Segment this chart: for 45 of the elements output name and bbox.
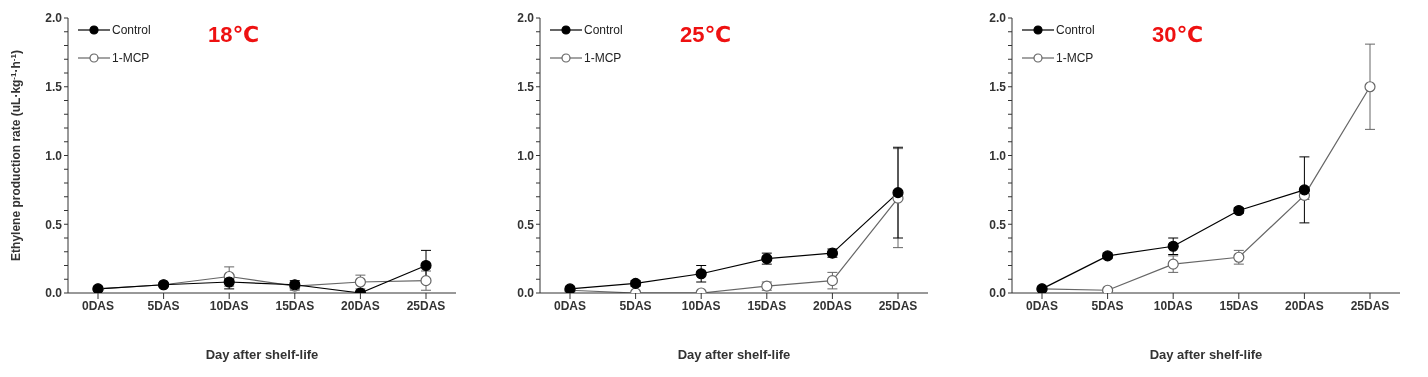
y-tick-label: 0.0: [517, 286, 535, 301]
x-tick-label: 10DAS: [681, 298, 721, 313]
x-tick-label: 20DAS: [341, 298, 380, 313]
x-tick-label: 10DAS: [1153, 298, 1193, 313]
x-tick-label: 5DAS: [147, 298, 180, 313]
y-tick-label: 1.5: [517, 80, 535, 95]
x-tick-label: 0DAS: [1025, 298, 1059, 313]
y-tick-label: 1.5: [989, 80, 1007, 95]
y-tick-label: 0.5: [517, 217, 535, 232]
legend-label: 1-MCP: [584, 51, 622, 65]
x-axis-title: Day after shelf-life: [677, 347, 791, 362]
y-tick-label: 2.0: [517, 11, 535, 26]
x-tick-label: 25DAS: [1350, 298, 1390, 313]
y-tick-label: 0.5: [45, 217, 63, 232]
y-tick-label: 1.5: [45, 80, 63, 95]
x-tick-label: 20DAS: [813, 298, 852, 313]
x-tick-label: 15DAS: [747, 298, 787, 313]
legend-label: Control: [112, 23, 151, 37]
x-tick-label: 15DAS: [275, 298, 315, 313]
chart-title: 30℃: [1152, 22, 1204, 48]
x-tick-label: 25DAS: [406, 298, 446, 313]
x-tick-label: 15DAS: [1219, 298, 1259, 313]
x-tick-label: 0DAS: [81, 298, 115, 313]
y-tick-label: 1.0: [45, 148, 63, 163]
y-tick-label: 2.0: [989, 11, 1007, 26]
y-tick-label: 0.5: [989, 217, 1007, 232]
x-tick-label: 25DAS: [878, 298, 918, 313]
x-tick-label: 0DAS: [553, 298, 587, 313]
x-axis-title: Day after shelf-life: [205, 347, 319, 362]
y-tick-label: 0.0: [989, 286, 1007, 301]
x-tick-label: 20DAS: [1285, 298, 1324, 313]
legend-label: 1-MCP: [112, 51, 150, 65]
y-tick-label: 1.0: [989, 148, 1007, 163]
y-tick-label: 1.0: [517, 148, 535, 163]
y-tick-label: 2.0: [45, 11, 63, 26]
x-tick-label: 5DAS: [619, 298, 652, 313]
legend-label: Control: [584, 23, 623, 37]
y-tick-label: 0.0: [45, 286, 63, 301]
legend-label: Control: [1056, 23, 1095, 37]
chart-title: 18℃: [208, 22, 260, 48]
legend-label: 1-MCP: [1056, 51, 1094, 65]
chart-title: 25℃: [680, 22, 732, 48]
x-tick-label: 10DAS: [209, 298, 249, 313]
x-axis-title: Day after shelf-life: [1149, 347, 1263, 362]
x-tick-label: 5DAS: [1091, 298, 1124, 313]
